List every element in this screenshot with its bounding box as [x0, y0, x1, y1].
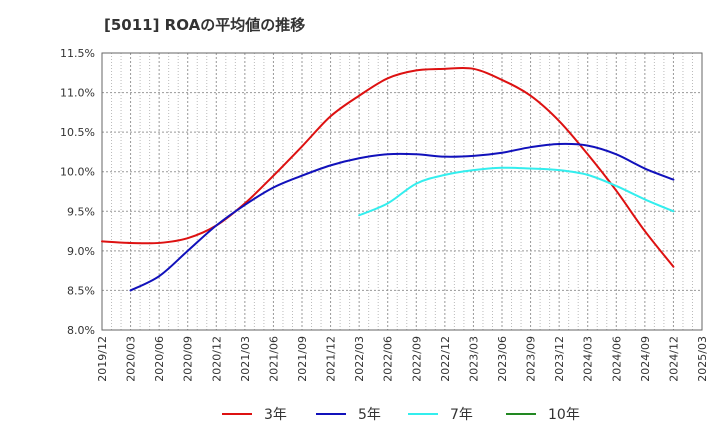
x-tick-label: 2021/03 [239, 336, 252, 382]
x-tick-label: 2021/09 [296, 336, 309, 382]
x-tick-label: 2025/03 [696, 336, 709, 382]
y-tick-label: 9.0% [67, 245, 95, 258]
x-tick-label: 2022/06 [382, 336, 395, 382]
y-tick-label: 9.5% [67, 205, 95, 218]
x-tick-label: 2023/12 [553, 336, 566, 382]
y-axis: 8.0% 8.5% 9.0% 9.5% 10.0% 10.5% 11.0% 11.5% [60, 47, 95, 337]
legend-label: 3年 [264, 407, 287, 423]
chart-title: [5011] ROAの平均値の推移 [104, 16, 305, 34]
x-tick-label: 2022/03 [353, 336, 366, 382]
grid-lines [102, 53, 702, 330]
x-tick-label: 2021/12 [325, 336, 338, 382]
x-tick-label: 2020/12 [210, 336, 223, 382]
y-tick-label: 8.5% [67, 284, 95, 297]
y-tick-label: 10.0% [60, 166, 95, 179]
x-tick-label: 2024/09 [639, 336, 652, 382]
y-tick-label: 8.0% [67, 324, 95, 337]
x-tick-label: 2020/09 [182, 336, 195, 382]
x-tick-label: 2024/03 [582, 336, 595, 382]
x-tick-label: 2020/03 [125, 336, 138, 382]
legend-label: 10年 [548, 407, 580, 423]
x-tick-label: 2023/03 [467, 336, 480, 382]
series-line-3 [358, 166, 675, 217]
series-lines [101, 66, 675, 292]
series-line-2 [129, 142, 675, 292]
y-tick-label: 11.5% [60, 47, 95, 60]
x-axis: 2019/12 2020/03 2020/06 2020/09 2020/12 2021/… [96, 336, 709, 382]
x-tick-label: 2024/12 [667, 336, 680, 382]
legend: 3年 5年 7年 10年 [222, 407, 580, 423]
x-tick-label: 2021/06 [267, 336, 280, 382]
x-tick-label: 2023/09 [525, 336, 538, 382]
x-tick-label: 2024/06 [610, 336, 623, 382]
plot-area [101, 52, 703, 331]
x-tick-label: 2022/12 [439, 336, 452, 382]
x-tick-label: 2020/06 [153, 336, 166, 382]
x-tick-label: 2023/06 [496, 336, 509, 382]
legend-label: 7年 [450, 407, 473, 423]
y-tick-label: 11.0% [60, 87, 95, 100]
x-tick-label: 2019/12 [96, 336, 109, 382]
y-tick-label: 10.5% [60, 126, 95, 139]
x-tick-label: 2022/09 [410, 336, 423, 382]
legend-label: 5年 [358, 407, 381, 423]
